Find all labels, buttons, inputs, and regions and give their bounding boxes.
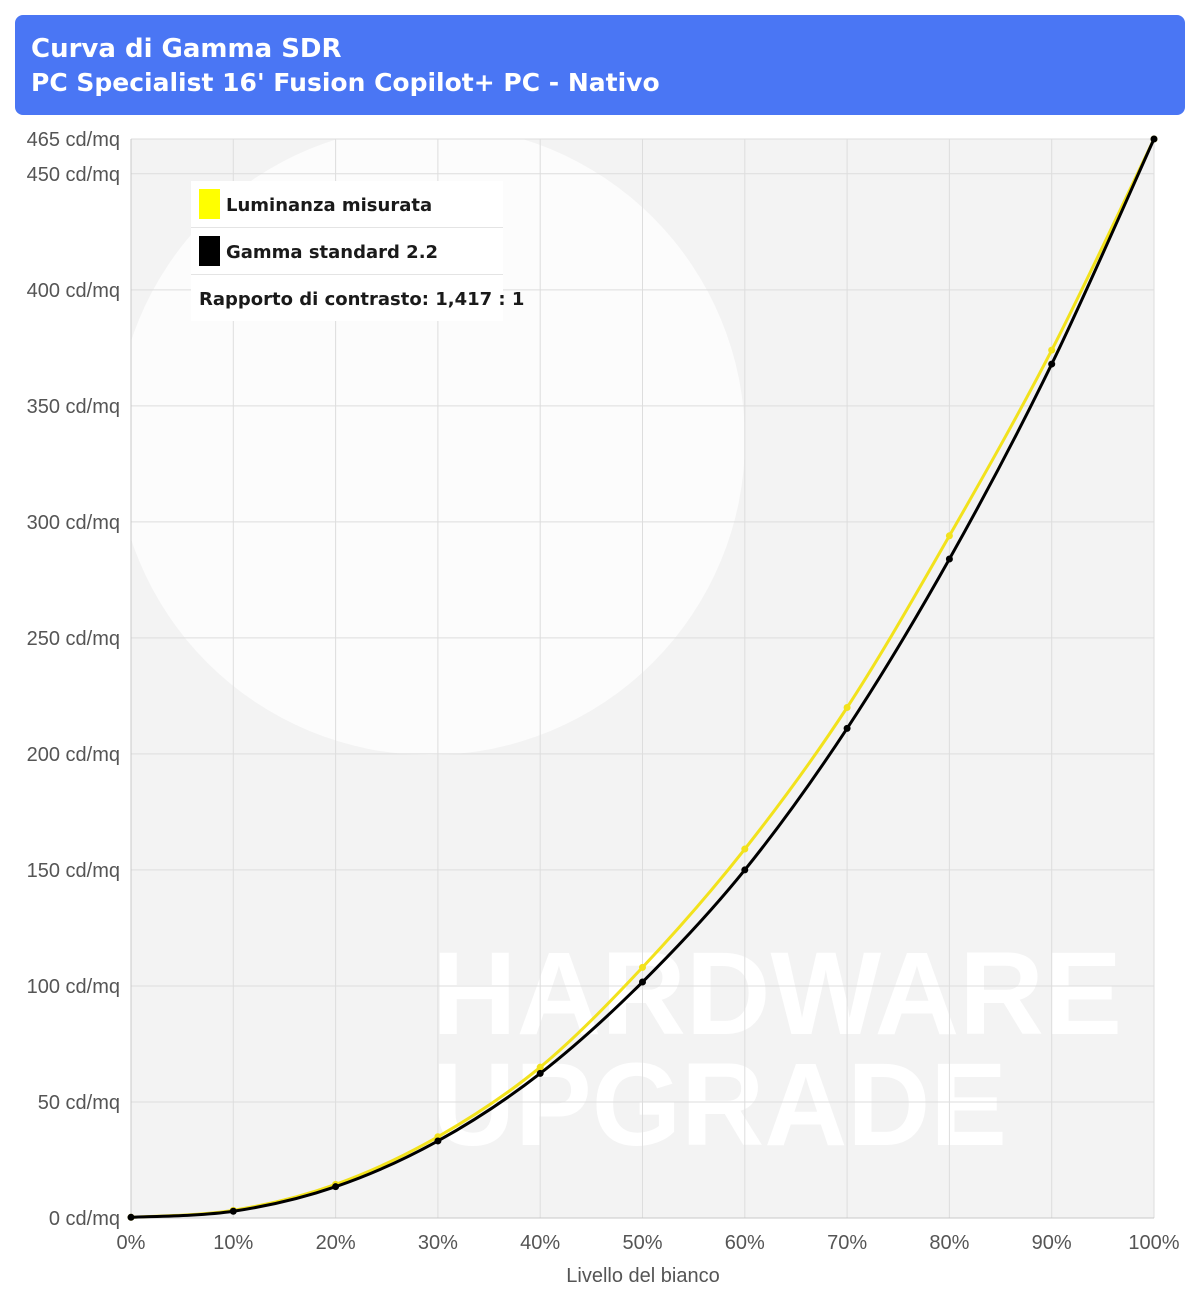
data-point-standard (127, 1213, 135, 1221)
watermark-line-2: UPGRADE (432, 1039, 1007, 1171)
y-tick-label: 50 cd/mq (38, 1092, 120, 1114)
x-tick-label: 10% (213, 1232, 253, 1254)
y-tick-label: 150 cd/mq (27, 860, 120, 882)
y-tick-label: 250 cd/mq (27, 628, 120, 650)
data-point-standard (843, 724, 851, 732)
chart-subtitle: PC Specialist 16' Fusion Copilot+ PC - N… (31, 68, 660, 97)
legend: Luminanza misurata Gamma standard 2.2 Ra… (191, 181, 524, 321)
data-point-measured (945, 532, 953, 540)
data-point-measured (741, 845, 749, 853)
data-point-standard (229, 1207, 237, 1215)
legend-swatch-measured (199, 189, 220, 219)
x-tick-label: 80% (929, 1232, 969, 1254)
x-tick-label: 0% (117, 1232, 146, 1254)
legend-label-measured: Luminanza misurata (226, 195, 432, 216)
legend-label-standard: Gamma standard 2.2 (226, 242, 438, 263)
x-tick-label: 30% (418, 1232, 458, 1254)
x-tick-label: 60% (725, 1232, 765, 1254)
y-axis-ticks: 0 cd/mq 50 cd/mq 100 cd/mq 150 cd/mq 200 cd/… (27, 129, 120, 1230)
x-tick-label: 20% (316, 1232, 356, 1254)
data-point-measured (639, 963, 646, 971)
data-point-standard (639, 978, 646, 986)
chart-title: Curva di Gamma SDR (31, 34, 342, 64)
data-point-measured (1048, 346, 1056, 354)
data-point-measured (843, 704, 851, 712)
y-tick-label: 200 cd/mq (27, 744, 120, 766)
y-tick-label: 0 cd/mq (49, 1208, 120, 1230)
y-tick-label: 100 cd/mq (27, 976, 120, 998)
y-tick-label: 450 cd/mq (27, 164, 120, 186)
data-point-standard (1150, 135, 1158, 143)
watermark: HARDWARE UPGRADE (432, 928, 1122, 1171)
x-axis-title: Livello del bianco (566, 1265, 719, 1287)
watermark-line-1: HARDWARE (432, 928, 1122, 1060)
data-point-measured (536, 1063, 544, 1071)
x-axis-ticks: 0% 10% 20% 30% 40% 50% 60% 70% 80% 90% 100% (117, 1232, 1180, 1254)
x-tick-label: 50% (622, 1232, 662, 1254)
y-tick-label: 350 cd/mq (27, 396, 120, 418)
legend-box (191, 181, 503, 321)
x-tick-label: 40% (520, 1232, 560, 1254)
x-tick-label: 90% (1032, 1232, 1072, 1254)
y-tick-label: 300 cd/mq (27, 512, 120, 534)
y-tick-label: 400 cd/mq (27, 280, 120, 302)
data-point-standard (434, 1137, 442, 1145)
data-point-standard (536, 1069, 544, 1077)
data-point-standard (1048, 360, 1056, 368)
data-point-standard (741, 866, 749, 874)
legend-swatch-standard (199, 236, 220, 266)
data-point-standard (332, 1183, 340, 1191)
chart-header: Curva di Gamma SDR PC Specialist 16' Fus… (15, 15, 1185, 115)
legend-contrast-ratio: Rapporto di contrasto: 1,417 : 1 (199, 289, 524, 310)
series-layer (127, 135, 1158, 1221)
y-tick-label: 465 cd/mq (27, 129, 120, 151)
data-point-standard (945, 555, 953, 563)
x-tick-label: 100% (1128, 1232, 1179, 1254)
x-tick-label: 70% (827, 1232, 867, 1254)
